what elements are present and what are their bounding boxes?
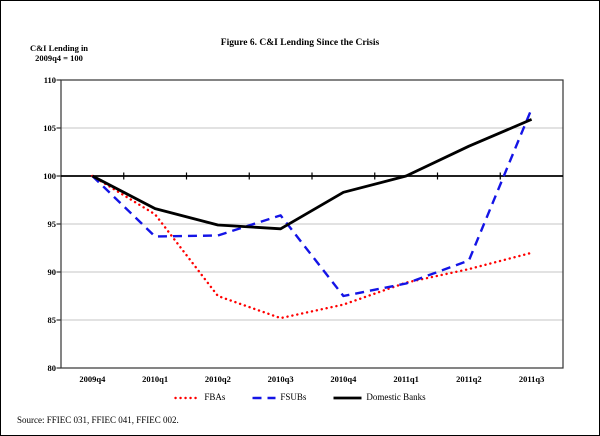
y-axis-tick-label: 100: [43, 171, 56, 181]
legend-label-domestic-banks: Domestic Banks: [366, 392, 426, 402]
x-axis-tick-label: 2011q1: [393, 374, 419, 384]
y-axis-title: C&I Lending in 2009q4 = 100: [13, 43, 105, 63]
x-axis-tick-label: 2010q1: [142, 374, 169, 384]
y-axis-title-line2: 2009q4 = 100: [35, 53, 83, 63]
y-axis-tick-label: 85: [47, 315, 57, 325]
y-axis-tick-label: 105: [43, 123, 56, 133]
y-axis-title-line1: C&I Lending in: [29, 43, 89, 53]
chart-legend: FBAs FSUBs Domestic Banks: [1, 392, 599, 403]
y-axis-tick-label: 80: [47, 363, 57, 373]
x-axis-tick-label: 2010q3: [267, 374, 294, 384]
fsubs-dashed-line-sample: [252, 396, 276, 399]
x-axis-tick-label: 2011q2: [456, 374, 482, 384]
x-axis-tick-label: 2009q4: [79, 374, 106, 384]
domestic-banks-solid-line-sample: [333, 396, 362, 399]
chart-title: Figure 6. C&I Lending Since the Crisis: [220, 38, 380, 48]
legend-item-domestic-banks: Domestic Banks: [332, 392, 426, 403]
y-axis-tick-label: 95: [47, 219, 57, 229]
y-axis-tick-label: 110: [43, 75, 56, 85]
x-axis-tick-label: 2011q3: [518, 374, 545, 384]
legend-item-fbas: FBAs: [174, 392, 225, 403]
x-axis-tick-label: 2010q4: [330, 374, 357, 384]
legend-item-fsubs: FSUBs: [251, 392, 306, 403]
legend-label-fsubs: FSUBs: [280, 392, 307, 402]
legend-label-fbas: FBAs: [204, 392, 226, 402]
x-axis-tick-label: 2010q2: [204, 374, 231, 384]
source-note: Source: FFIEC 031, FFIEC 041, FFIEC 002.: [17, 415, 179, 425]
fbas-dotted-line-sample: [174, 396, 202, 399]
y-axis-tick-label: 90: [47, 267, 57, 277]
